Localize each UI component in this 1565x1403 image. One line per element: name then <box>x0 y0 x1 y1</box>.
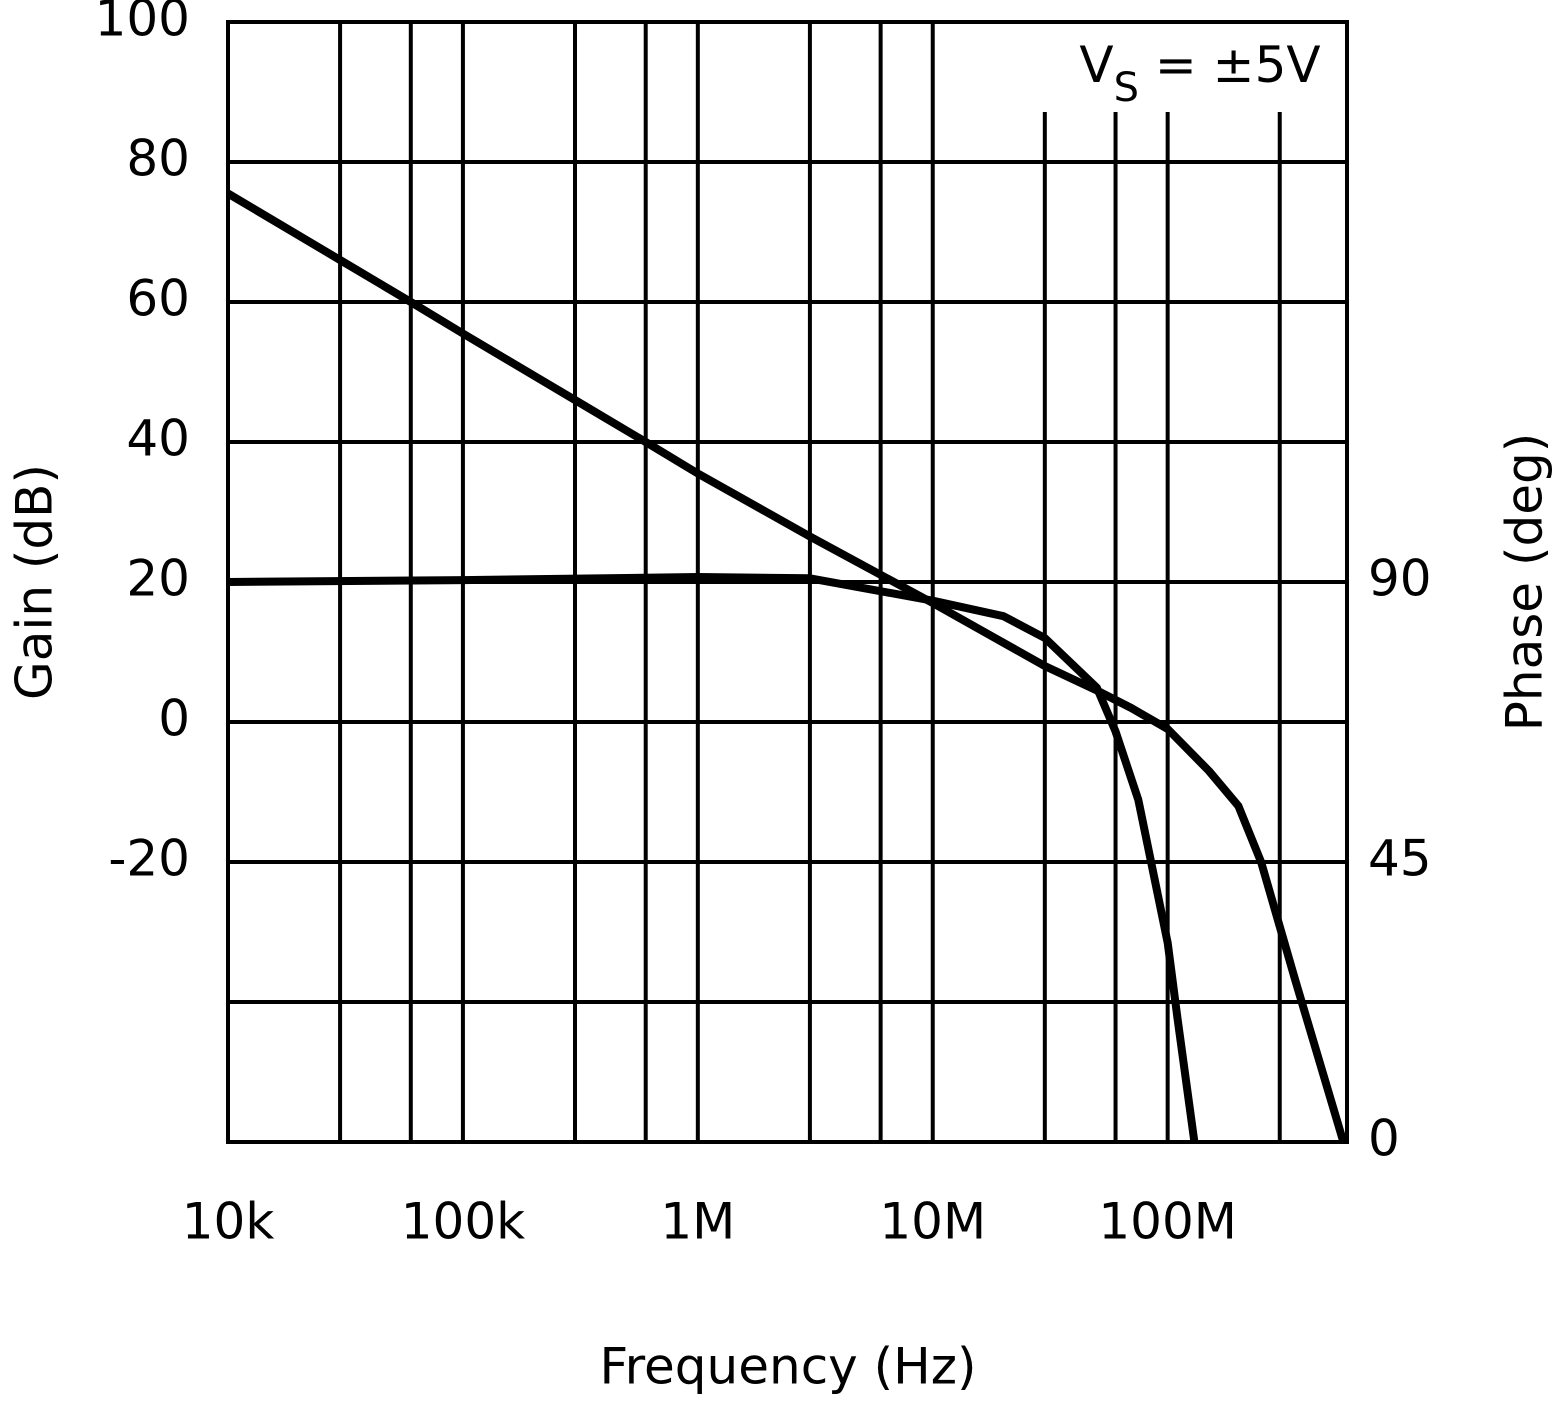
y2-axis-label: Phase (deg) <box>1496 433 1554 731</box>
x-tick-label: 1M <box>660 1193 735 1251</box>
y-tick-label: 0 <box>158 690 190 748</box>
x-tick-label: 100k <box>401 1193 525 1251</box>
y-axis-label: Gain (dB) <box>6 464 64 700</box>
y-tick-label: 60 <box>126 270 190 328</box>
y-tick-label: 100 <box>95 0 190 48</box>
y2-tick-label: 0 <box>1368 1110 1400 1168</box>
x-tick-label: 10k <box>182 1193 275 1251</box>
series-line <box>227 573 1199 1143</box>
y-tick-label: -20 <box>108 830 190 888</box>
y2-tick-label: 45 <box>1368 830 1432 888</box>
y-tick-label: 80 <box>126 130 190 188</box>
x-tick-label: 100M <box>1098 1193 1237 1251</box>
series-line <box>225 190 1348 1144</box>
x-axis-label: Frequency (Hz) <box>599 1338 976 1396</box>
x-tick-label: 10M <box>879 1193 986 1251</box>
plot <box>225 20 1349 1144</box>
y-tick-label: 40 <box>126 410 190 468</box>
y-tick-label: 20 <box>126 550 190 608</box>
y2-tick-label: 90 <box>1368 550 1432 608</box>
annotation: VS = ±5V <box>1079 36 1320 112</box>
